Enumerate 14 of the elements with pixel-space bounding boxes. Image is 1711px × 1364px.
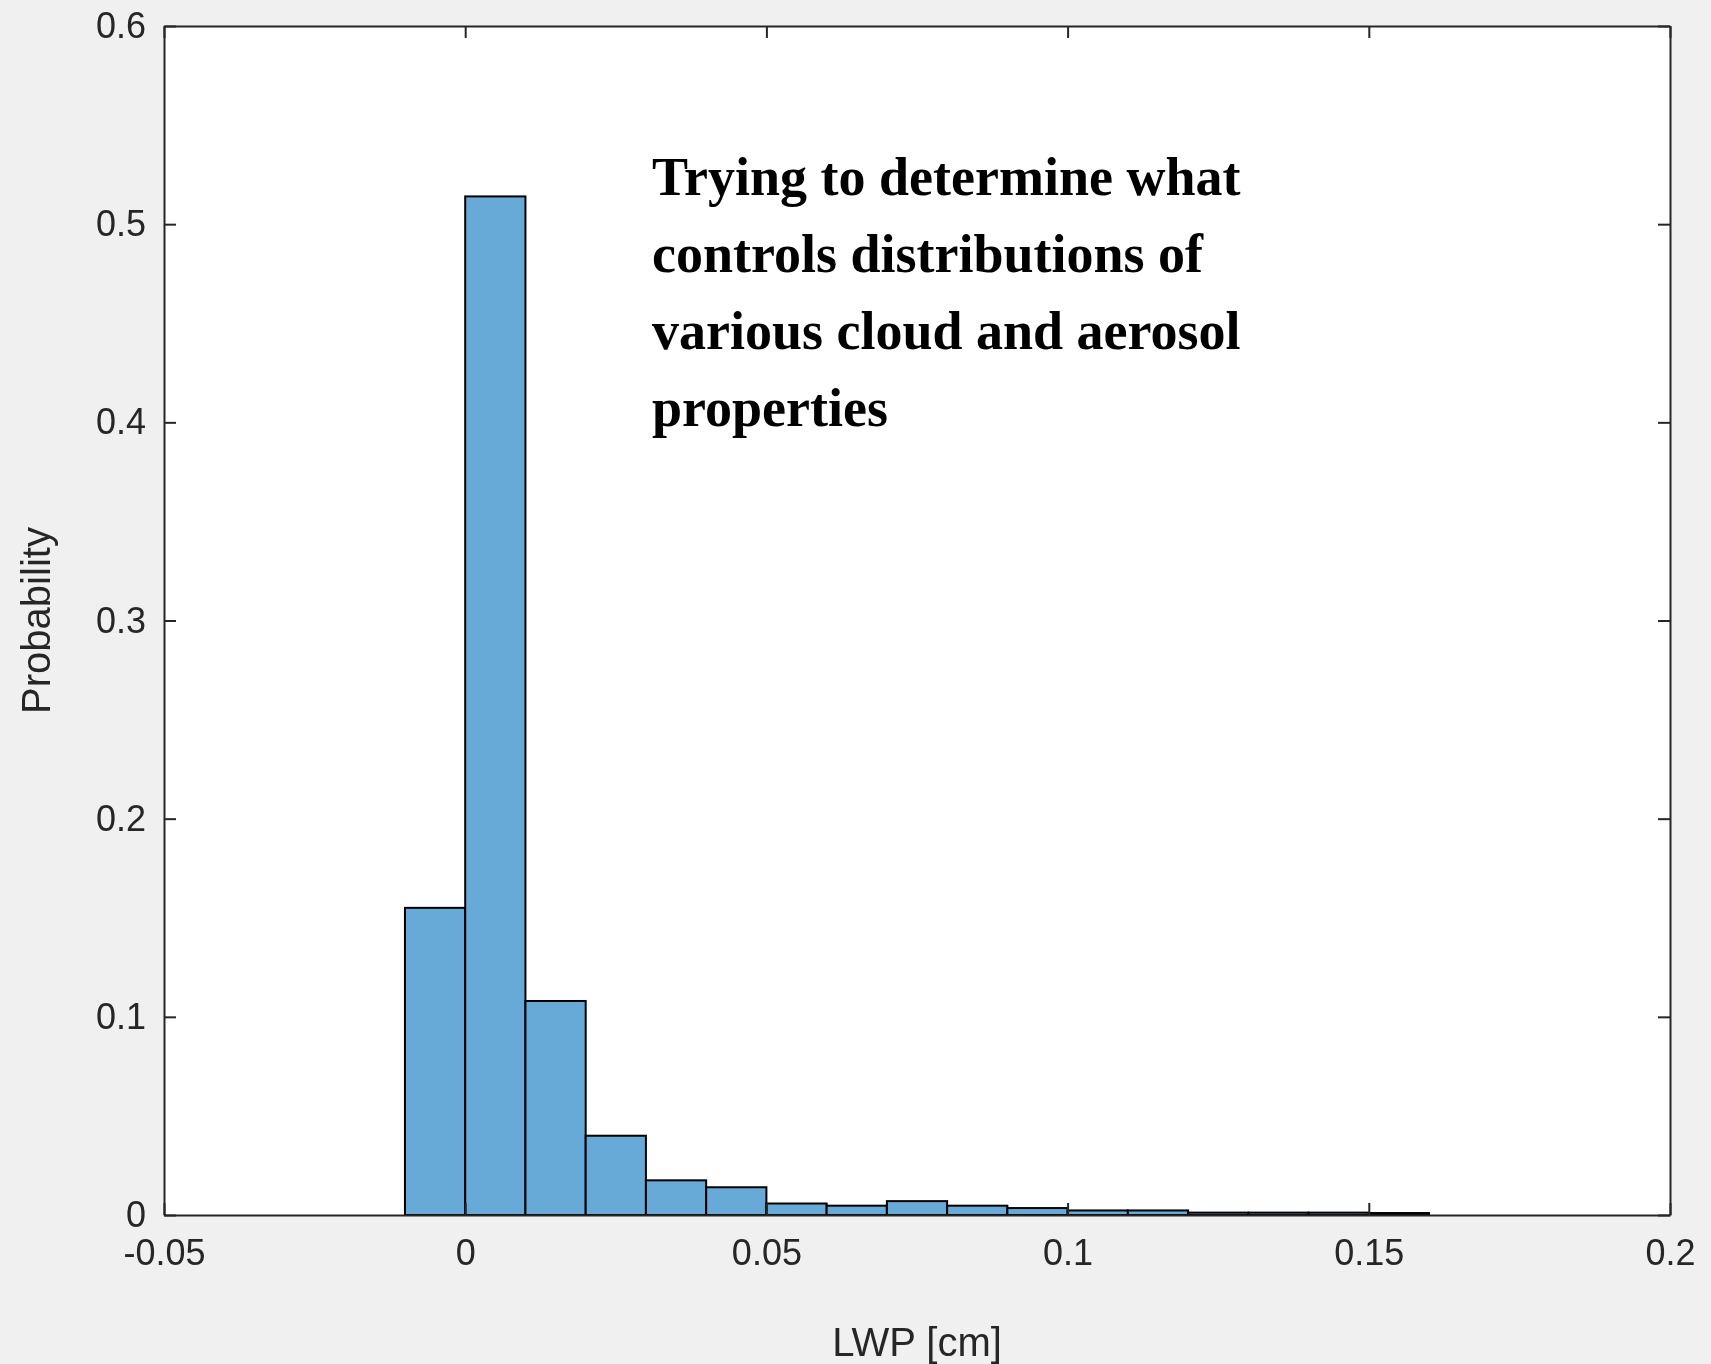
y-tick-label: 0.5 <box>95 203 146 245</box>
x-tick-label: 0 <box>455 1231 476 1273</box>
x-tick-label: 0.05 <box>731 1231 802 1273</box>
y-tick-label: 0.3 <box>95 599 146 641</box>
x-tick-label: 0.2 <box>1645 1231 1696 1273</box>
y-axis-title: Probability <box>14 527 58 714</box>
annotation: Trying to determine what controls distributions of various cloud and aerosol properties <box>652 147 1241 438</box>
y-tick-label: 0.1 <box>95 995 146 1037</box>
x-axis-title: LWP [cm] <box>832 1320 1002 1364</box>
x-tick-label: 0.1 <box>1043 1231 1094 1273</box>
y-tick-label: 0.2 <box>95 797 146 839</box>
x-tick-label: 0.15 <box>1334 1231 1405 1273</box>
y-tick-label: 0.6 <box>95 5 146 47</box>
y-tick-label: 0.4 <box>95 401 146 443</box>
